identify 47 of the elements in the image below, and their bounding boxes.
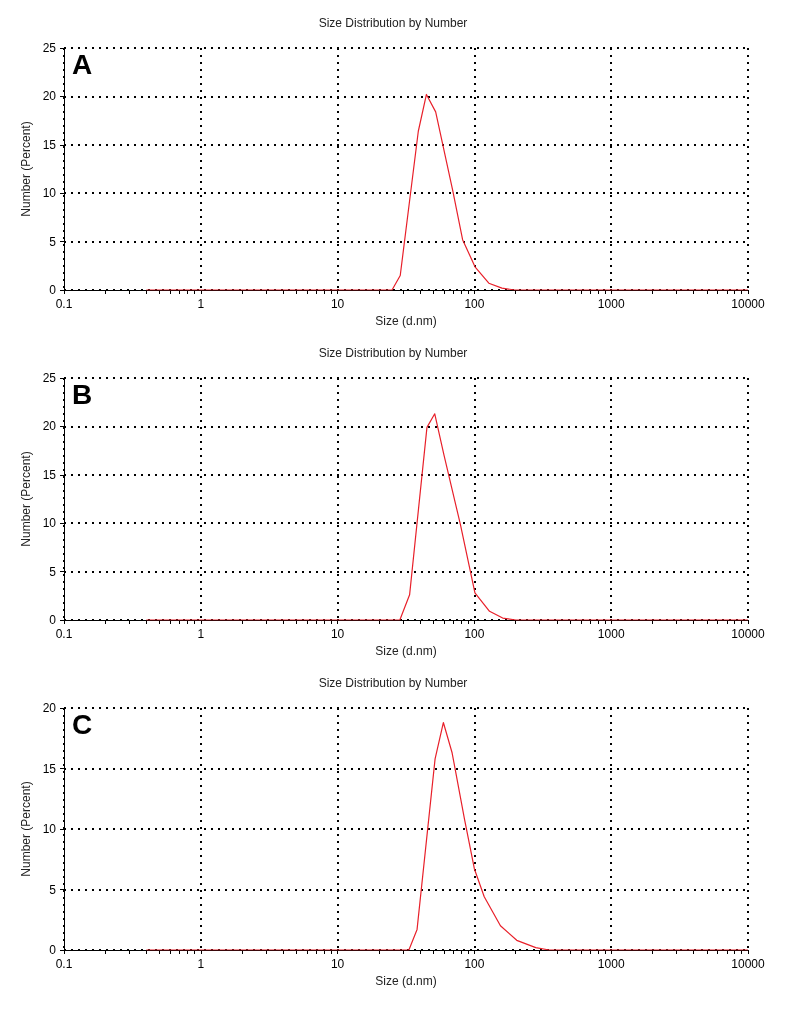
x-tick-label: 1 [197, 627, 205, 641]
x-axis-title: Size (d.nm) [375, 973, 437, 988]
x-tick-label: 1000 [597, 297, 625, 311]
y-tick-label: 5 [49, 234, 57, 249]
y-tick-label: 20 [42, 701, 57, 715]
y-tick-label: 25 [42, 371, 57, 385]
x-tick-label: 100 [464, 957, 485, 971]
y-axis-title: Number (Percent) [18, 121, 33, 217]
x-tick-label: 10000 [731, 627, 766, 641]
x-tick-label: 0.1 [55, 627, 73, 641]
x-tick-label: 1000 [597, 957, 625, 971]
y-tick-label: 20 [42, 419, 57, 434]
x-tick-label: 100 [464, 297, 485, 311]
x-tick-label: 1 [197, 957, 205, 971]
x-tick-label: 10 [330, 957, 345, 971]
chart-title: Size Distribution by Number [318, 676, 468, 690]
x-tick-label: 10000 [731, 957, 766, 971]
chart-title: Size Distribution by Number [318, 16, 468, 30]
y-tick-label: 20 [42, 89, 57, 104]
y-tick-label: 0 [49, 283, 57, 297]
y-tick-label: 5 [49, 564, 57, 579]
x-tick-label: 100 [464, 627, 485, 641]
y-tick-label: 0 [49, 943, 57, 957]
x-axis-title: Size (d.nm) [375, 643, 437, 658]
x-tick-label: 10000 [731, 297, 766, 311]
y-tick-label: 0 [49, 613, 57, 627]
y-tick-label: 15 [42, 137, 57, 152]
x-tick-label: 0.1 [55, 957, 73, 971]
y-tick-label: 10 [42, 186, 57, 201]
x-tick-label: 10 [330, 627, 345, 641]
y-tick-label: 10 [42, 822, 57, 836]
y-axis-title: Number (Percent) [18, 781, 33, 877]
x-tick-label: 1000 [597, 627, 625, 641]
annotation: B [72, 378, 93, 410]
x-tick-label: 0.1 [55, 297, 73, 311]
y-tick-label: 5 [49, 882, 57, 897]
x-axis-title: Size (d.nm) [375, 313, 437, 328]
y-axis-title: Number (Percent) [18, 451, 33, 547]
annotation: A [72, 48, 93, 80]
y-tick-label: 25 [42, 41, 57, 55]
y-tick-label: 15 [42, 467, 57, 482]
y-tick-label: 15 [42, 761, 57, 776]
x-tick-label: 10 [330, 297, 345, 311]
x-tick-label: 1 [197, 297, 205, 311]
y-tick-label: 10 [42, 516, 57, 531]
chart-title: Size Distribution by Number [318, 346, 468, 360]
annotation: C [72, 708, 93, 740]
